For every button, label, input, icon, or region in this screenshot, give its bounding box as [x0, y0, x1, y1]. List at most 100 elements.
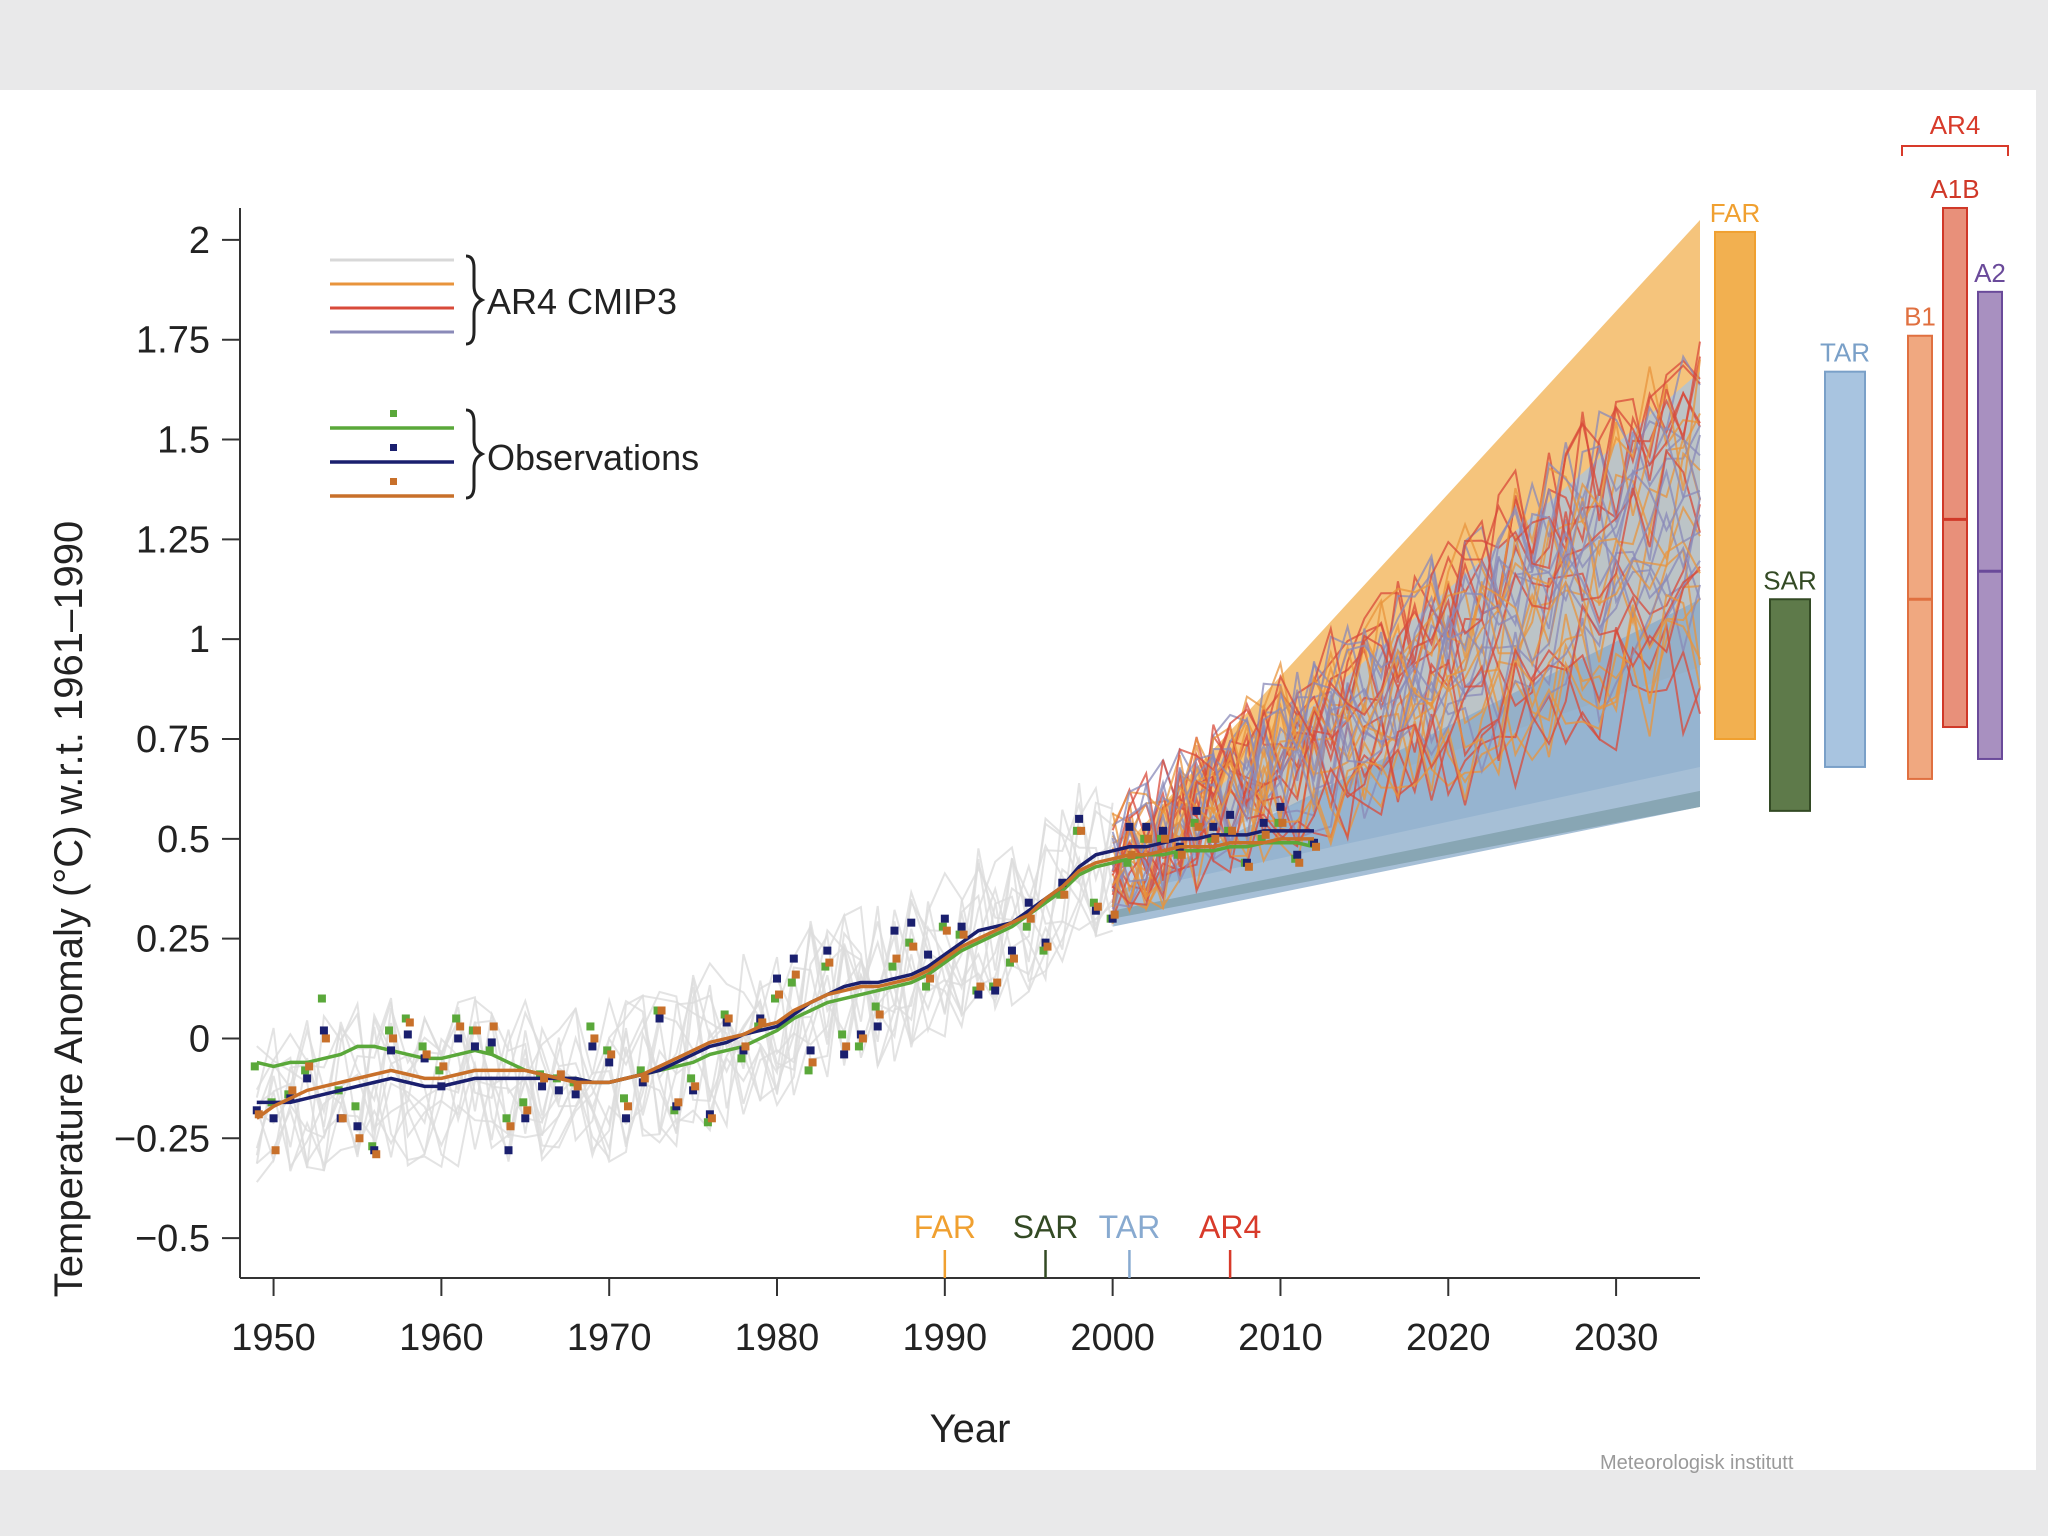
model-run-historical [256, 785, 1114, 1172]
range-bar-tar [1824, 370, 1866, 768]
observation-point [489, 1022, 498, 1031]
range-bar-label: A1B [1930, 174, 1979, 204]
model-run-projection [1111, 618, 1701, 911]
observation-smooth-line [256, 829, 1315, 1105]
observation-point [1259, 818, 1268, 827]
model-run-historical [255, 801, 1113, 1165]
x-tick-label: 1970 [567, 1317, 652, 1359]
observation-point [993, 978, 1002, 987]
observation-point [456, 1022, 465, 1031]
observation-point [372, 1150, 381, 1159]
observation-point [422, 1050, 431, 1059]
y-tick-label: −0.25 [114, 1118, 210, 1160]
observation-point [1226, 810, 1235, 819]
observation-point [1312, 842, 1321, 851]
legend-observation-point [390, 478, 397, 485]
observation-point [405, 1018, 414, 1027]
observation-point [470, 1042, 479, 1051]
observation-point [838, 1030, 847, 1039]
y-tick-label: 1.25 [136, 519, 210, 561]
model-run-projection [1111, 565, 1701, 902]
model-run-projection [1111, 569, 1701, 906]
observation-point [823, 946, 832, 955]
range-bar-b1 [1907, 334, 1933, 780]
observation-point [871, 1002, 880, 1011]
y-tick-label: 1.75 [136, 320, 210, 362]
observation-point [1009, 954, 1018, 963]
report-marker-label: FAR [914, 1209, 976, 1245]
observation-point [521, 1114, 530, 1123]
observation-point [854, 1042, 863, 1051]
y-tick-label: −0.5 [135, 1218, 210, 1260]
observation-point [890, 926, 899, 935]
observation-point [485, 1046, 494, 1055]
observation-point [269, 1114, 278, 1123]
observation-point [506, 1122, 515, 1131]
observation-point [1295, 858, 1304, 867]
observation-point [737, 1054, 746, 1063]
observation-point [655, 1014, 664, 1023]
observation-point [288, 1086, 297, 1095]
x-tick-label: 1960 [399, 1317, 484, 1359]
observation-point [1244, 862, 1253, 871]
model-run-projection [1111, 468, 1701, 892]
x-tick-label: 1980 [735, 1317, 820, 1359]
model-run-historical [255, 802, 1114, 1172]
observation-point [1293, 850, 1302, 859]
observation-point [1127, 850, 1136, 859]
y-axis-title: Temperature Anomaly (°C) w.r.t. 1961–199… [47, 521, 91, 1297]
observation-point [573, 1082, 582, 1091]
observation-point [657, 1006, 666, 1015]
observation-point [974, 990, 983, 999]
report-markers: FAR SAR TAR AR4 [914, 1209, 1261, 1278]
legend-brace [465, 254, 486, 346]
observation-point [1022, 922, 1031, 931]
observation-point [1110, 910, 1119, 919]
observation-point [926, 974, 935, 983]
observation-point [922, 982, 931, 991]
observation-point [1026, 914, 1035, 923]
observation-point [1077, 826, 1086, 835]
y-tick-label: 1.5 [157, 420, 210, 462]
observation-point [538, 1082, 547, 1091]
observation-point [305, 1062, 314, 1071]
observation-point [1158, 826, 1167, 835]
x-tick-label: 1950 [231, 1317, 316, 1359]
x-axis-title: Year [930, 1407, 1011, 1451]
projection-range-bars: FAR SAR TAR B1 A1B A2 AR4 [1710, 110, 2009, 812]
observation-point [437, 1082, 446, 1091]
observation-point [439, 1062, 448, 1071]
observation-point [452, 1014, 461, 1023]
range-bar-label: TAR [1820, 338, 1870, 368]
observation-point [519, 1098, 528, 1107]
observation-point [942, 926, 951, 935]
x-tick-label: 2030 [1574, 1317, 1659, 1359]
observation-point [1276, 802, 1285, 811]
report-marker-label: SAR [1013, 1209, 1079, 1245]
report-marker-label: TAR [1099, 1209, 1161, 1245]
legend-observation-point [390, 410, 397, 417]
observation-point [571, 1090, 580, 1099]
model-run-projection [1111, 434, 1701, 884]
y-tick-label: 0.25 [136, 919, 210, 961]
observation-point [1043, 942, 1052, 951]
observation-point [605, 1058, 614, 1067]
observation-point [775, 990, 784, 999]
observation-point [924, 950, 933, 959]
observation-point [875, 1010, 884, 1019]
observation-point [351, 1102, 360, 1111]
observation-point [806, 1046, 815, 1055]
observation-point [472, 1026, 481, 1035]
observation-point [724, 1014, 733, 1023]
observation-point [787, 978, 796, 987]
range-bar-a1b [1942, 206, 1968, 729]
observation-point [808, 1058, 817, 1067]
x-tick-label: 2010 [1238, 1317, 1323, 1359]
ar4-group-label: AR4 [1930, 110, 1981, 140]
observation-smooth-line [256, 841, 1315, 1085]
observation-point [773, 974, 782, 983]
observation-point [1144, 834, 1153, 843]
observation-point [1228, 826, 1237, 835]
observation-point [1192, 806, 1201, 815]
report-marker-label: AR4 [1199, 1209, 1261, 1245]
